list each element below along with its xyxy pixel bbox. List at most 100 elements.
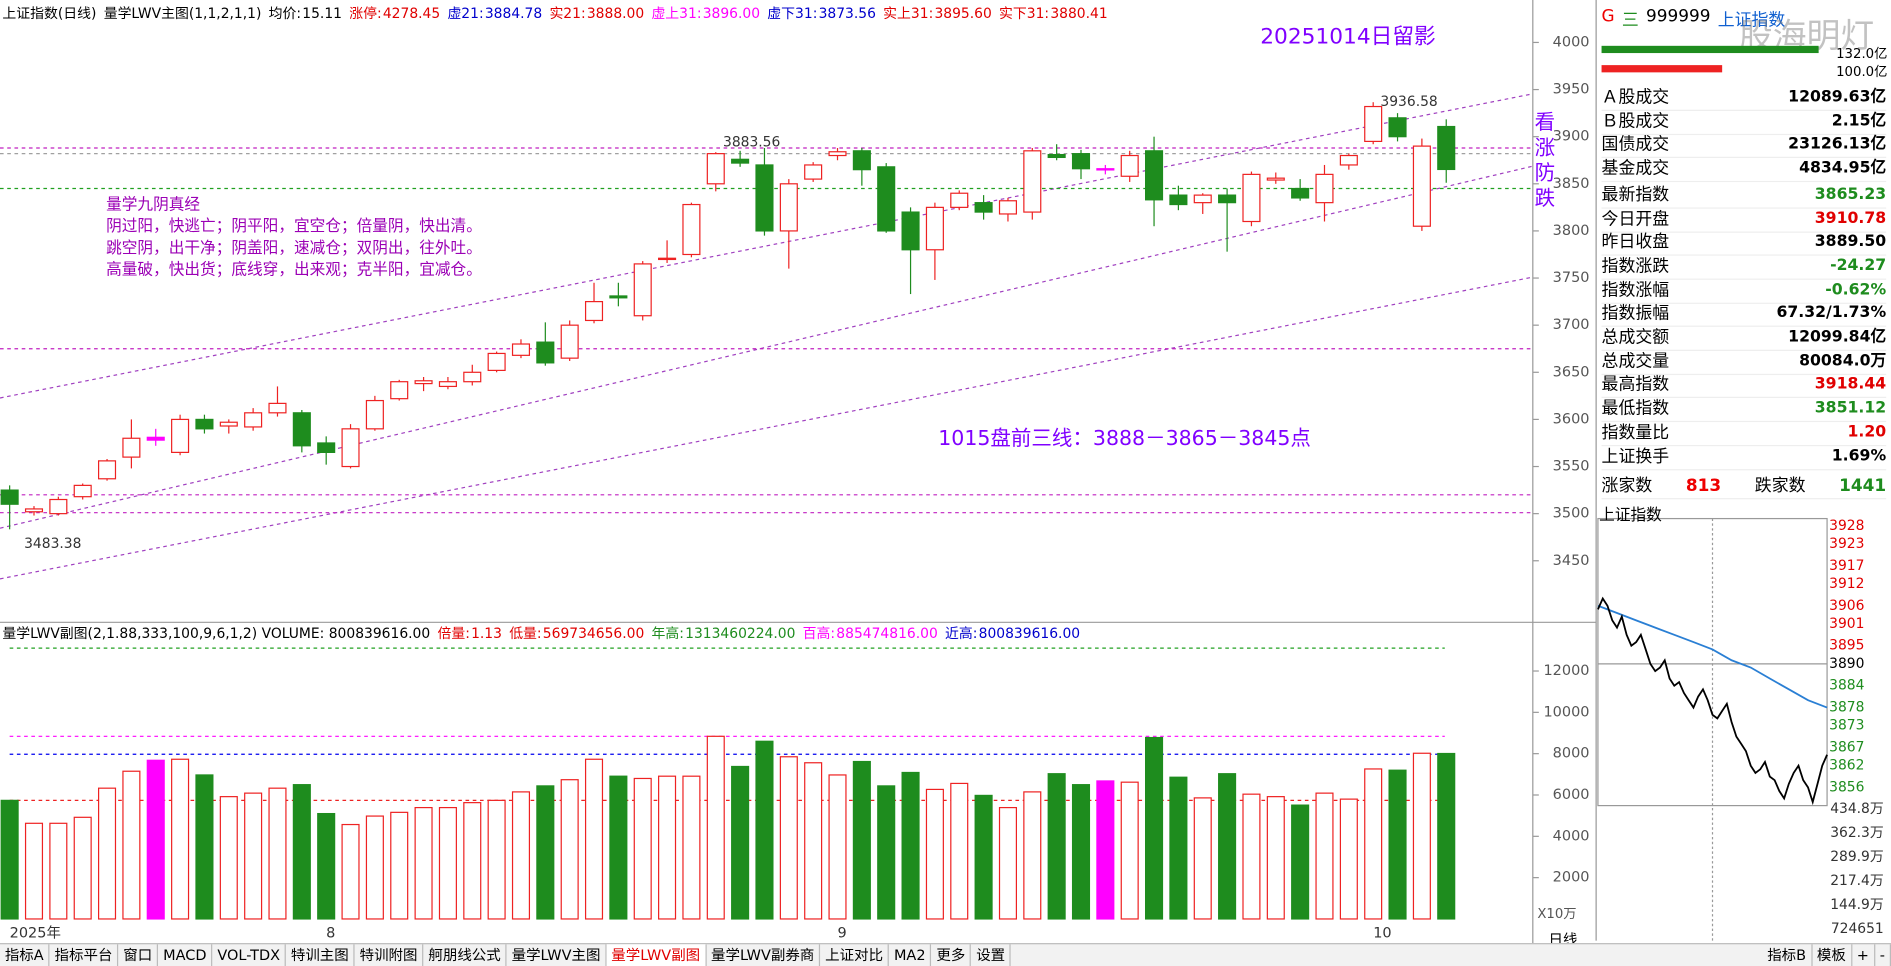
quote-value: 12089.63亿 xyxy=(1788,88,1887,107)
side-note-char: 防 xyxy=(1535,161,1556,185)
y-tick-label: 3500 xyxy=(1553,506,1590,522)
tool-button[interactable]: 模板 xyxy=(1812,944,1852,966)
candle-body xyxy=(877,166,896,232)
quote-value: 3889.50 xyxy=(1814,232,1887,252)
plan-text: 1015盘前三线：3888－3865－3845点 xyxy=(938,426,1311,450)
volume-bar xyxy=(1437,752,1456,920)
quote-value: 12099.84亿 xyxy=(1788,328,1887,347)
volume-bar xyxy=(73,816,92,920)
breadth-down-label: 跌家数 xyxy=(1754,476,1806,496)
candle-body xyxy=(779,183,798,232)
volume-tick-label: 289.9万 xyxy=(1830,849,1884,865)
volume-stat-label: 百高: xyxy=(802,624,836,642)
y-tick-label: 3600 xyxy=(1553,411,1590,427)
indicator-name: 量学LWV主图(1,1,2,1,1) xyxy=(103,4,262,22)
quote-value: 3851.12 xyxy=(1814,399,1887,418)
tab[interactable]: 更多 xyxy=(932,944,972,966)
quote-panel: G 三 999999 上证指数 股海明灯 132.0亿 100.0亿 Ａ股成交 1… xyxy=(1595,0,1891,941)
tool-button[interactable]: 指标B xyxy=(1762,944,1813,966)
side-note-char: 看 xyxy=(1535,110,1556,134)
quote-row: 最新指数 3865.23 xyxy=(1601,183,1887,209)
tab[interactable]: 设置 xyxy=(971,944,1012,966)
candle-body xyxy=(365,399,384,430)
tab[interactable]: 窗口 xyxy=(118,944,159,966)
volume-stat-value: 885474816.00 xyxy=(836,624,938,642)
intraday-tick-label: 3901 xyxy=(1829,616,1864,632)
volume-bar xyxy=(0,799,19,920)
candle-body xyxy=(536,341,555,364)
volume-bar xyxy=(1291,804,1310,920)
intraday-tick-label: 3867 xyxy=(1829,739,1864,755)
volume-tick-label: 724651 xyxy=(1831,921,1884,937)
indicator-value: 3896.00 xyxy=(702,4,761,22)
volume-bar xyxy=(292,784,311,920)
intraday-tick-label: 3917 xyxy=(1829,558,1864,574)
quote-label: 基金成交 xyxy=(1601,159,1670,179)
volume-stat-value: 1.13 xyxy=(471,624,502,642)
volume-bar xyxy=(1120,781,1139,920)
candle-body xyxy=(682,203,701,256)
candle-body xyxy=(804,164,823,180)
quote-row: 最低指数 3851.12 xyxy=(1601,397,1887,423)
candle-body xyxy=(1437,125,1456,171)
quote-label: 指数振幅 xyxy=(1601,304,1670,324)
candle-body xyxy=(1412,145,1431,227)
tab[interactable]: 量学LWV主图 xyxy=(507,944,607,966)
volume-bar xyxy=(1412,752,1431,920)
candle-body xyxy=(1388,117,1407,138)
candle-body xyxy=(219,421,238,427)
tool-button[interactable]: + xyxy=(1852,944,1875,966)
volume-bar xyxy=(1169,776,1188,920)
menu[interactable]: 三 xyxy=(1621,10,1639,31)
side-note-char: 跌 xyxy=(1535,186,1556,210)
candle-body xyxy=(463,371,482,383)
side-note-char: 涨 xyxy=(1535,135,1556,159)
volume-bar xyxy=(438,806,457,920)
tab[interactable]: 特训主图 xyxy=(286,944,355,966)
volume-bar xyxy=(1096,780,1115,920)
tab[interactable]: 舸朋线公式 xyxy=(424,944,507,966)
volume-bar xyxy=(49,822,68,920)
tab[interactable]: VOL-TDX xyxy=(213,944,287,966)
candle-body xyxy=(49,498,68,515)
candle-body xyxy=(1364,105,1383,142)
volume-bar xyxy=(219,796,238,920)
volume-bar xyxy=(925,788,944,920)
candle-body xyxy=(1291,187,1310,199)
y-tick-label: 3850 xyxy=(1553,176,1590,192)
candle-body xyxy=(317,442,336,453)
tab[interactable]: 量学LWV副图 xyxy=(606,944,707,966)
volume-bar xyxy=(828,774,847,920)
intraday-tick-label: 3873 xyxy=(1829,718,1864,734)
volume-bar xyxy=(1218,773,1237,920)
tab[interactable]: MACD xyxy=(158,944,213,966)
tab[interactable]: 指标A xyxy=(0,944,50,966)
intraday-tick-label: 3862 xyxy=(1829,758,1864,774)
tab[interactable]: 上证对比 xyxy=(820,944,890,966)
volume-bar xyxy=(1145,736,1164,920)
candle-body xyxy=(925,206,944,251)
tool-button[interactable]: - xyxy=(1875,944,1891,966)
volume-bar xyxy=(1388,769,1407,920)
tab[interactable]: 特训附图 xyxy=(355,944,424,966)
candle-body xyxy=(998,200,1017,215)
average-line xyxy=(1597,604,1828,709)
candle-body xyxy=(852,150,871,171)
y-tick-label: 3750 xyxy=(1553,270,1590,286)
volume-stat-label: 倍量: xyxy=(437,624,470,642)
volume-bar xyxy=(171,758,190,920)
quote-label: 国债成交 xyxy=(1601,135,1670,155)
y-tick-label: 4000 xyxy=(1553,34,1590,50)
candle-body xyxy=(731,158,750,164)
price-label: 3883.56 xyxy=(723,135,780,151)
quote-row: 今日开盘 3910.78 xyxy=(1601,207,1887,233)
tab[interactable]: 量学LWV副券商 xyxy=(706,944,821,966)
candle-body xyxy=(390,381,409,400)
tab[interactable]: 指标平台 xyxy=(50,944,119,966)
breadth-up: 813 xyxy=(1685,476,1722,496)
flag[interactable]: G xyxy=(1601,7,1615,27)
tab[interactable]: MA2 xyxy=(889,944,932,966)
candle-body xyxy=(1339,154,1358,166)
volume-bar xyxy=(122,770,141,920)
